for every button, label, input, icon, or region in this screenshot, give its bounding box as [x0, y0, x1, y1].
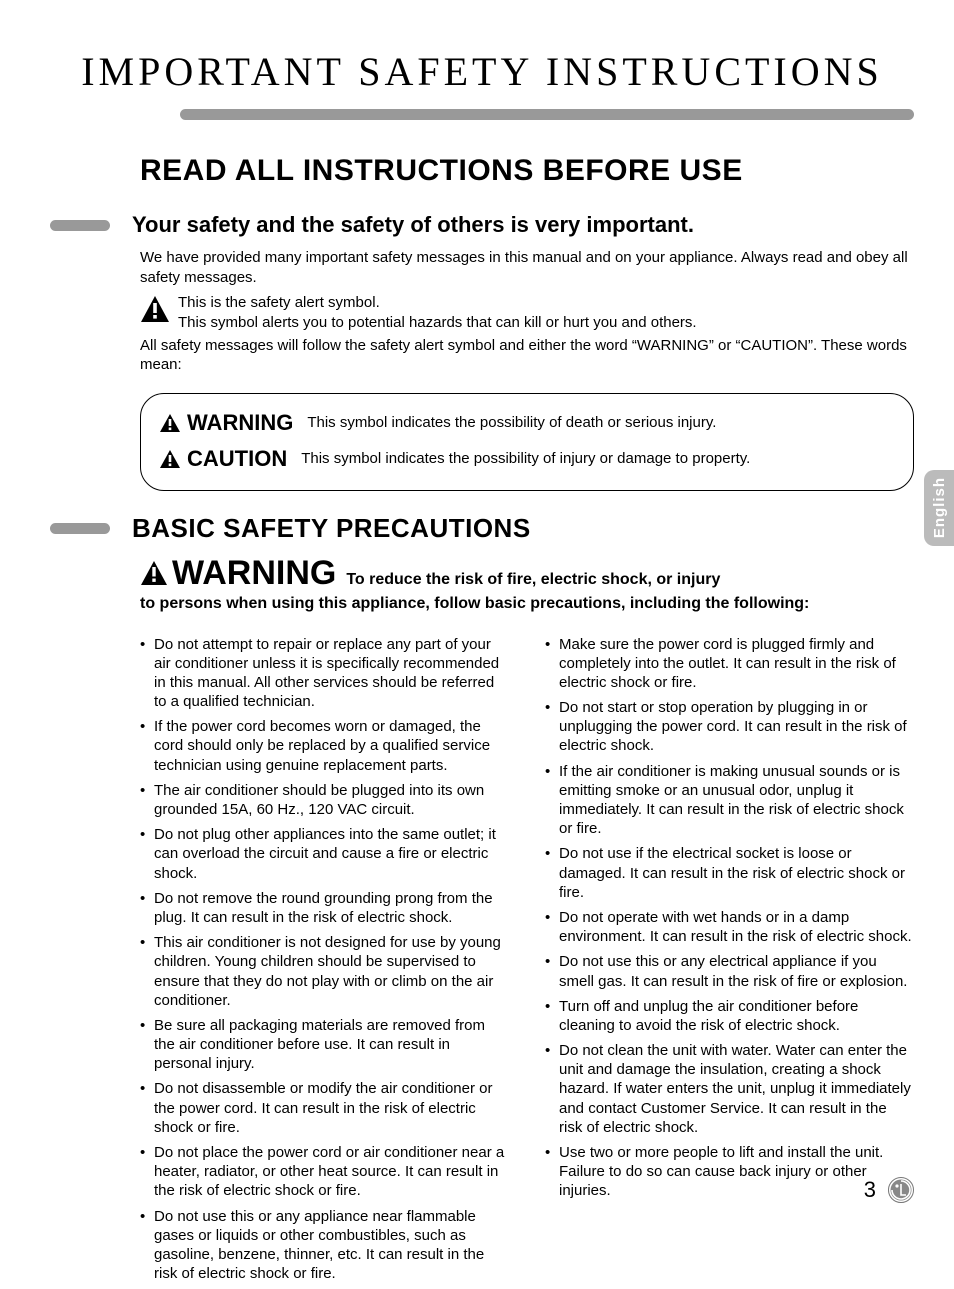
precaution-item: Do not remove the round grounding prong …: [140, 889, 509, 927]
page-title: IMPORTANT SAFETY INSTRUCTIONS: [50, 48, 914, 95]
main-heading: READ ALL INSTRUCTIONS BEFORE USE: [140, 154, 914, 188]
definitions-box: WARNING This symbol indicates the possib…: [140, 393, 914, 491]
lg-logo-icon: [888, 1177, 914, 1203]
precaution-item: Do not use this or any electrical applia…: [545, 952, 914, 990]
sub-heading-bullet: [50, 220, 110, 231]
section-heading-bullet: [50, 523, 110, 534]
caution-definition-row: CAUTION This symbol indicates the possib…: [159, 446, 895, 472]
warning-label: WARNING: [187, 410, 293, 436]
warning-word: WARNING: [172, 554, 336, 593]
precaution-item: This air conditioner is not designed for…: [140, 933, 509, 1010]
precaution-item: If the air conditioner is making unusual…: [545, 762, 914, 839]
precaution-item: Do not plug other appliances into the sa…: [140, 825, 509, 883]
precaution-item: Do not clean the unit with water. Water …: [545, 1041, 914, 1137]
warning-lead: To reduce the risk of fire, electric sho…: [346, 571, 720, 589]
sub-heading-row: Your safety and the safety of others is …: [50, 212, 914, 238]
precaution-item: Do not operate with wet hands or in a da…: [545, 908, 914, 946]
language-tab: English: [924, 470, 954, 546]
warning-top-line: WARNING To reduce the risk of fire, elec…: [140, 554, 914, 593]
left-column: Do not attempt to repair or replace any …: [140, 635, 509, 1289]
warning-description: This symbol indicates the possibility of…: [307, 414, 716, 431]
right-column: Make sure the power cord is plugged firm…: [545, 635, 914, 1289]
follow-paragraph: All safety messages will follow the safe…: [140, 336, 914, 375]
page-number: 3: [864, 1177, 876, 1203]
precaution-item: Be sure all packaging materials are remo…: [140, 1016, 509, 1074]
intro-paragraph: We have provided many important safety m…: [140, 248, 914, 287]
warning-block: WARNING To reduce the risk of fire, elec…: [140, 554, 914, 613]
page-footer: 3: [864, 1177, 914, 1203]
alert-text-block: This is the safety alert symbol. This sy…: [178, 293, 697, 334]
alert-triangle-icon: [159, 413, 181, 433]
caution-description: This symbol indicates the possibility of…: [301, 450, 750, 467]
alert-line-1: This is the safety alert symbol.: [178, 293, 697, 313]
caution-label: CAUTION: [187, 446, 287, 472]
precaution-item: If the power cord becomes worn or damage…: [140, 717, 509, 775]
precaution-item: Do not use if the electrical socket is l…: [545, 844, 914, 902]
precautions-columns: Do not attempt to repair or replace any …: [140, 635, 914, 1289]
alert-triangle-icon: [159, 449, 181, 469]
alert-triangle-icon: [140, 560, 168, 586]
divider-rule: [180, 109, 914, 120]
precaution-item: Use two or more people to lift and insta…: [545, 1143, 914, 1201]
right-precautions-list: Make sure the power cord is plugged firm…: [545, 635, 914, 1201]
left-precautions-list: Do not attempt to repair or replace any …: [140, 635, 509, 1284]
section-heading: BASIC SAFETY PRECAUTIONS: [132, 513, 531, 544]
precaution-item: Do not disassemble or modify the air con…: [140, 1079, 509, 1137]
precaution-item: Do not place the power cord or air condi…: [140, 1143, 509, 1201]
precaution-item: Turn off and unplug the air conditioner …: [545, 997, 914, 1035]
precaution-item: Do not attempt to repair or replace any …: [140, 635, 509, 712]
precaution-item: Do not start or stop operation by pluggi…: [545, 698, 914, 756]
alert-triangle-icon: [140, 295, 170, 323]
precaution-item: Do not use this or any appliance near fl…: [140, 1207, 509, 1284]
sub-heading: Your safety and the safety of others is …: [132, 212, 694, 238]
safety-alert-row: This is the safety alert symbol. This sy…: [140, 293, 914, 334]
precaution-item: The air conditioner should be plugged in…: [140, 781, 509, 819]
precaution-item: Make sure the power cord is plugged firm…: [545, 635, 914, 693]
alert-line-2: This symbol alerts you to potential haza…: [178, 313, 697, 333]
section-heading-row: BASIC SAFETY PRECAUTIONS: [50, 513, 914, 544]
warning-definition-row: WARNING This symbol indicates the possib…: [159, 410, 895, 436]
language-tab-label: English: [931, 477, 948, 538]
warning-line-2: to persons when using this appliance, fo…: [140, 595, 914, 613]
